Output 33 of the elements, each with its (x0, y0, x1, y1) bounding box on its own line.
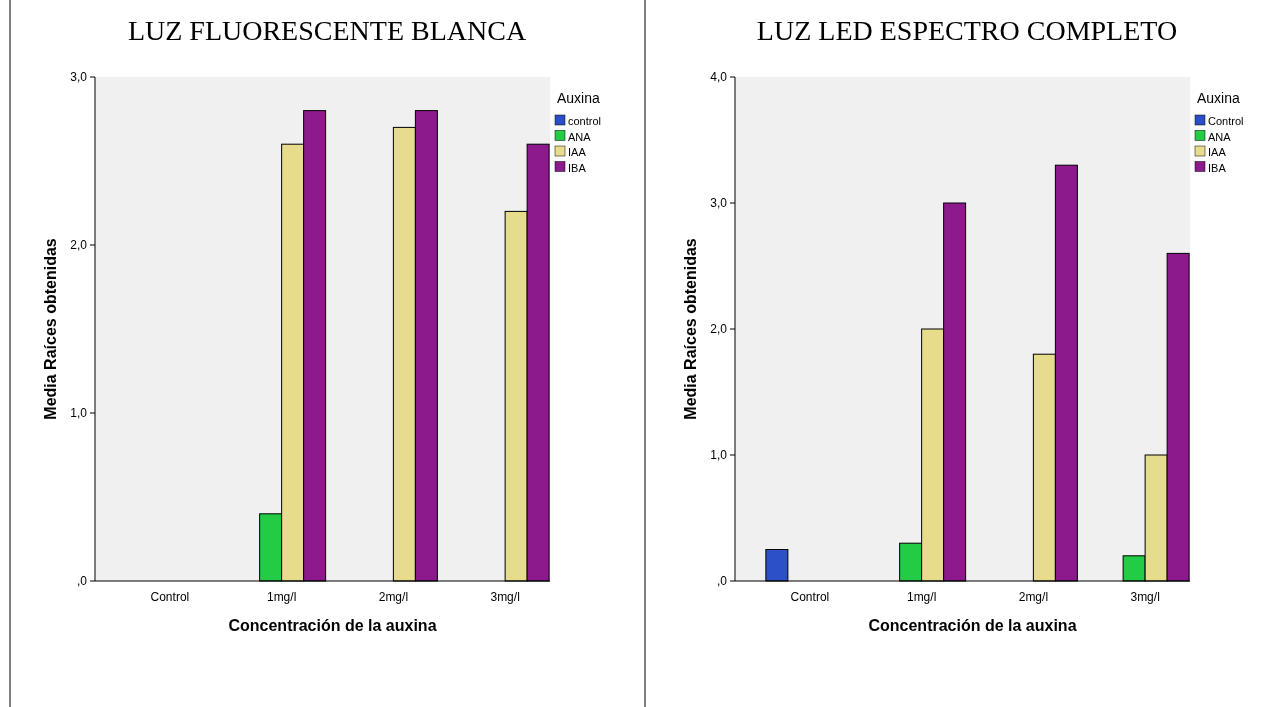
x-axis-title: Concentración de la auxina (868, 617, 1077, 634)
x-axis-title: Concentración de la auxina (228, 617, 437, 634)
legend-label: Control (1208, 115, 1244, 127)
y-tick-label: 2,0 (710, 322, 728, 336)
y-tick-label: 2,0 (70, 238, 88, 252)
legend-label: IAA (568, 146, 587, 158)
y-axis-title: Media Raíces obtenidas (682, 238, 699, 420)
x-tick-label: 3mg/l (1130, 590, 1160, 604)
legend-label: IBA (1208, 161, 1227, 174)
x-tick-label: 1mg/l (906, 590, 937, 604)
x-tick-label: Control (790, 590, 830, 604)
legend-label: ANA (568, 130, 592, 143)
legend-label: control (568, 115, 602, 127)
y-tick-label: 1,0 (70, 406, 88, 420)
legend-label: IAA (1208, 146, 1227, 158)
y-tick-label: 1,0 (710, 448, 728, 462)
chart-title: LUZ LED ESPECTRO COMPLETO (756, 15, 1178, 46)
legend-label: IBA (568, 161, 587, 174)
x-tick-label: 2mg/l (378, 590, 409, 604)
x-tick-label: Control (150, 590, 190, 604)
y-axis-title: Media Raíces obtenidas (42, 238, 59, 420)
legend-title: Auxina (557, 90, 601, 106)
x-tick-label: 1mg/l (266, 590, 297, 604)
legend-label: ANA (1208, 130, 1232, 143)
x-tick-label: 2mg/l (1018, 590, 1049, 604)
x-tick-label: 3mg/l (490, 590, 520, 604)
y-tick-label: 3,0 (710, 196, 728, 210)
y-tick-label: ,0 (716, 574, 728, 588)
y-tick-label: ,0 (76, 574, 88, 588)
y-tick-label: 4,0 (710, 70, 728, 84)
legend-title: Auxina (1197, 90, 1241, 106)
chart-title: LUZ FLUORESCENTE BLANCA (127, 15, 527, 46)
y-tick-label: 3,0 (70, 70, 88, 84)
